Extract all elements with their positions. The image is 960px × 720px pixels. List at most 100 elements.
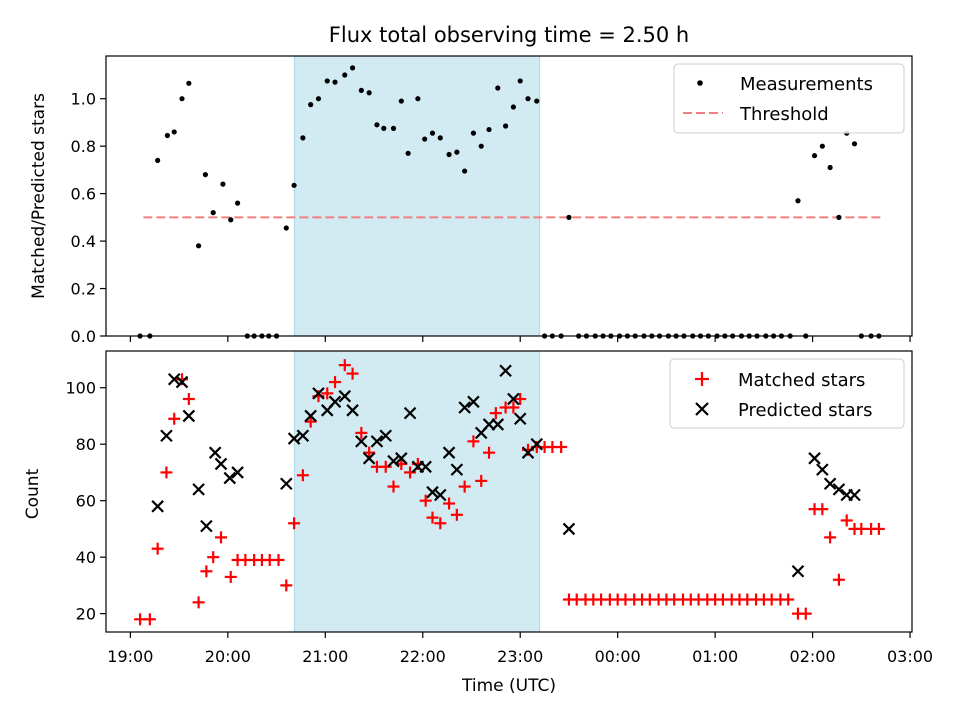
predicted-star-point <box>379 429 392 443</box>
y-tick-label: 40 <box>76 548 96 567</box>
predicted-star-point <box>507 392 520 406</box>
measurement-point <box>478 143 484 149</box>
predicted-star-point <box>499 364 512 378</box>
matched-star-point <box>379 460 392 473</box>
predicted-star-point <box>370 435 384 448</box>
x-tick-label: 01:00 <box>692 647 738 666</box>
legend-threshold-label: Threshold <box>739 104 829 125</box>
predicted-star-point <box>160 429 173 443</box>
predicted-star-point <box>791 565 805 578</box>
matched-star-point <box>272 553 285 566</box>
y-tick-label: 0.0 <box>71 327 96 346</box>
y-tick-label: 0.2 <box>71 280 96 299</box>
matched-star-point <box>182 393 195 406</box>
y-tick-label: 60 <box>76 492 96 511</box>
measurement-point <box>429 130 436 136</box>
measurement-point <box>210 210 216 216</box>
measurement-point <box>398 98 404 104</box>
matched-star-point <box>483 446 496 459</box>
bottom-legend: Matched stars Predicted stars <box>669 358 905 429</box>
matched-star-point <box>816 503 829 516</box>
measurement-point <box>155 157 161 164</box>
top-legend: Measurements Threshold <box>673 63 905 134</box>
matched-star-point <box>467 435 480 448</box>
matched-star-point <box>514 393 527 406</box>
measurement-point <box>220 181 226 187</box>
measurement-point <box>836 214 842 220</box>
measurement-point <box>374 122 380 128</box>
predicted-star-point <box>848 488 861 502</box>
measurement-point <box>366 90 372 96</box>
bottom-y-axis-label: Count <box>23 468 43 519</box>
matched-star-point <box>288 517 301 530</box>
matched-star-point <box>192 596 205 609</box>
bottom-legend-box <box>669 358 905 429</box>
y-tick-label: 20 <box>76 605 96 624</box>
bottom-x-axis: 19:00 20:00 21:00 22:00 23:00 00:00 01:00 02:00… <box>107 632 933 666</box>
predicted-star-point <box>426 485 439 499</box>
measurement-point <box>234 200 241 206</box>
predicted-star-point <box>442 446 456 459</box>
matched-star-point <box>450 508 463 521</box>
matched-star-point <box>419 494 432 507</box>
predicted-star-point <box>151 500 164 513</box>
x-tick-label: 22:00 <box>400 647 446 666</box>
measurement-point <box>300 135 306 141</box>
matched-star-point <box>443 497 456 510</box>
matched-star-point <box>387 480 400 493</box>
predicted-star-point <box>304 409 317 423</box>
matched-star-point <box>840 514 853 527</box>
matched-star-point <box>832 573 845 586</box>
predicted-star-point <box>362 452 376 465</box>
matched-star-point <box>296 469 309 482</box>
measurement-point <box>811 153 818 159</box>
matched-star-point <box>434 517 447 530</box>
matched-star-point <box>224 570 237 583</box>
matched-star-point <box>799 607 812 620</box>
predicted-star-point <box>328 395 342 409</box>
matched-star-point <box>458 480 471 493</box>
predicted-star-point <box>208 446 222 459</box>
legend-predicted-label: Predicted stars <box>738 400 872 421</box>
predicted-star-point <box>338 389 352 403</box>
measurement-point <box>502 123 509 129</box>
y-tick-label: 0.6 <box>71 185 96 204</box>
measurement-point <box>308 102 314 108</box>
measurement-point <box>415 96 421 102</box>
x-tick-label: 03:00 <box>887 647 933 666</box>
x-tick-label: 20:00 <box>205 647 251 666</box>
matched-star-point <box>824 531 837 544</box>
legend-predicted-marker <box>695 402 709 416</box>
measurement-point <box>795 198 801 204</box>
measurement-point <box>228 217 234 223</box>
matched-star-point <box>404 466 417 479</box>
measurement-point <box>827 164 833 171</box>
y-tick-label: 80 <box>76 435 96 454</box>
measurement-point <box>349 65 356 71</box>
predicted-star-point <box>816 463 829 476</box>
y-tick-label: 1.0 <box>71 90 96 109</box>
predicted-star-point <box>450 463 464 476</box>
matched-star-point <box>304 415 317 428</box>
measurement-point <box>566 214 572 220</box>
predicted-star-point <box>214 457 228 471</box>
predicted-star-point <box>434 488 447 502</box>
x-tick-label: 21:00 <box>302 647 348 666</box>
measurement-point <box>342 72 348 78</box>
predicted-star-point <box>312 387 325 400</box>
x-tick-label: 02:00 <box>790 647 836 666</box>
measurement-point <box>283 225 289 231</box>
predicted-star-point <box>467 395 480 409</box>
x-tick-label: 00:00 <box>595 647 641 666</box>
legend-matched-marker <box>695 372 709 386</box>
measurement-point <box>186 80 192 86</box>
legend-measurements-label: Measurements <box>740 74 873 95</box>
top-y-axis-label: Matched/Predicted stars <box>29 93 49 299</box>
predicted-star-point <box>562 522 576 536</box>
matched-star-point <box>200 565 213 578</box>
predicted-star-point <box>355 435 368 448</box>
top-y-axis: 0.0 0.2 0.4 0.6 0.8 1.0 <box>71 90 106 346</box>
measurement-point <box>486 126 492 133</box>
measurement-point <box>315 96 322 102</box>
y-tick-label: 0.8 <box>71 137 96 156</box>
